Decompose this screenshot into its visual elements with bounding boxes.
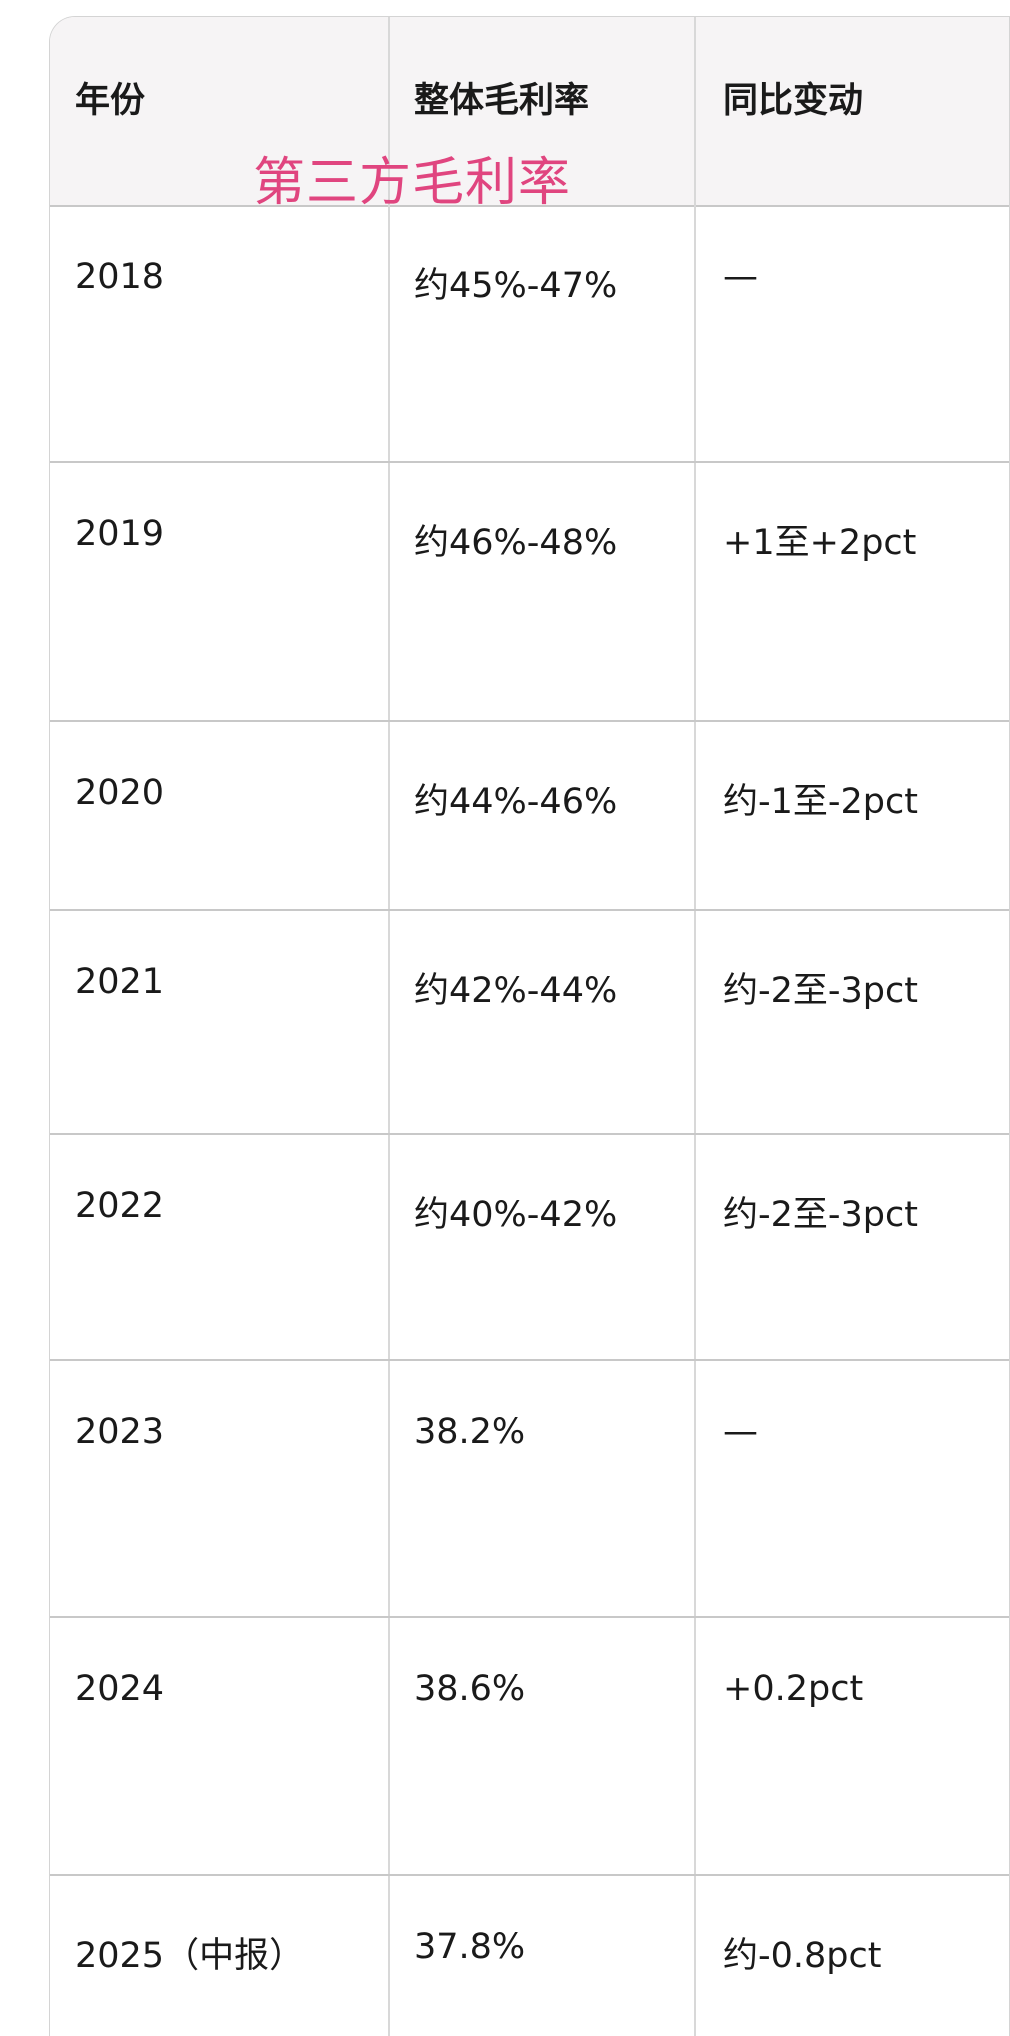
- cell-year: 2018: [75, 257, 165, 297]
- cell-change: 约-2至-3pct: [723, 1195, 918, 1235]
- row-divider: [50, 720, 1009, 722]
- cell-year: 2021: [75, 962, 165, 1002]
- cell-year: 2023: [75, 1412, 165, 1452]
- cell-margin: 约46%-48%: [414, 523, 618, 563]
- row-divider: [50, 1616, 1009, 1618]
- column-divider: [694, 17, 696, 2036]
- cell-margin: 38.6%: [414, 1669, 526, 1709]
- row-divider: [50, 909, 1009, 911]
- cell-margin: 38.2%: [414, 1412, 526, 1452]
- row-divider: [50, 1133, 1009, 1135]
- row-divider: [50, 1874, 1009, 1876]
- cell-change: —: [723, 257, 758, 297]
- table-header: 年份 整体毛利率 同比变动: [50, 17, 1009, 207]
- cell-change: 约-0.8pct: [723, 1936, 882, 1976]
- gross-margin-table: 年份 整体毛利率 同比变动 2018 约45%-47% — 2019 约46%-48% +…: [49, 16, 1010, 2036]
- cell-change: 约-2至-3pct: [723, 971, 918, 1011]
- cell-change: +1至+2pct: [723, 523, 917, 563]
- cell-margin: 约45%-47%: [414, 266, 618, 306]
- watermark-label: 第三方毛利率: [253, 153, 572, 213]
- cell-margin: 37.8%: [414, 1927, 526, 1967]
- cell-change: —: [723, 1412, 758, 1452]
- row-divider: [50, 1359, 1009, 1361]
- cell-year: 2020: [75, 773, 165, 813]
- cell-margin: 约42%-44%: [414, 971, 618, 1011]
- cell-change: +0.2pct: [723, 1669, 864, 1709]
- row-divider: [50, 461, 1009, 463]
- cell-year: 2022: [75, 1186, 165, 1226]
- header-year: 年份: [75, 81, 146, 121]
- cell-year: 2019: [75, 514, 165, 554]
- header-change: 同比变动: [723, 81, 864, 121]
- cell-change: 约-1至-2pct: [723, 782, 918, 822]
- header-margin: 整体毛利率: [414, 81, 590, 121]
- column-divider: [388, 17, 390, 2036]
- cell-margin: 约44%-46%: [414, 782, 618, 822]
- cell-year: 2025（中报）: [75, 1936, 305, 1976]
- cell-margin: 约40%-42%: [414, 1195, 618, 1235]
- cell-year: 2024: [75, 1669, 165, 1709]
